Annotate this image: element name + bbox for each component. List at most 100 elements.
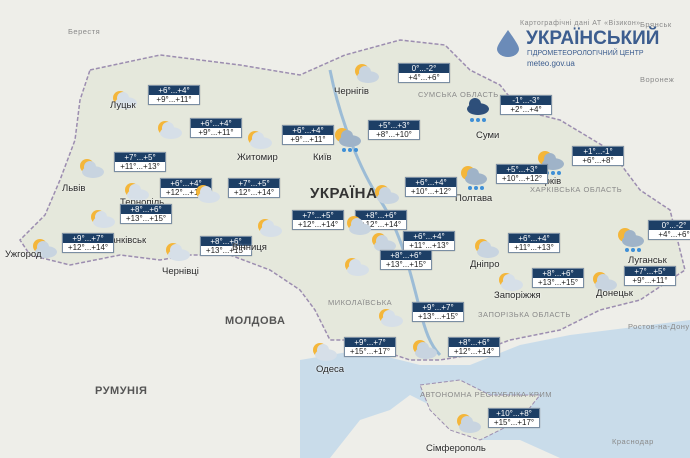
night-temp: +8°...+6° [201,237,251,246]
forecast-box: +7°...+5° +12°...+14° [228,178,280,198]
weather-icon [313,343,337,361]
night-temp: +8°...+6° [356,211,406,220]
day-temp: +10°...+12° [410,187,452,196]
subtitle: ГІДРОМЕТЕОРОЛОГІЧНИЙ ЦЕНТР [527,50,644,57]
city-name: Одеса [316,364,345,375]
night-temp: +6°...+4° [149,86,199,95]
day-temp: +13°...+15° [537,278,579,287]
city-name: Вінниця [232,242,267,253]
city-name: Сімферополь [426,443,486,454]
forecast-box: 0°...-2° +4°...+6° [398,63,450,83]
day-temp: +12°...+14° [360,220,402,229]
day-temp: +9°...+11° [198,128,234,137]
forecast-box: +5°...+3° +10°...+12° [496,164,548,184]
day-temp: +9°...+11° [632,276,668,285]
weather-icon [467,98,489,122]
day-temp: +4°...+6° [658,230,690,239]
forecast-box: +8°...+6° +13°...+15° [380,250,432,270]
day-temp: +6°...+8° [582,156,614,165]
night-temp: +7°...+5° [229,179,279,188]
night-temp: +6°...+4° [283,126,333,135]
night-temp: +5°...+3° [369,121,419,130]
forecast-box: +6°...+4° +10°...+12° [405,177,457,197]
city-name: Полтава [455,193,493,204]
city-name: Львів [62,183,86,194]
weather-icon [538,151,564,175]
forecast-box: +10°...+8° +15°...+17° [488,408,540,428]
weather-icon [125,183,149,201]
forecast-box: +6°...+4° +11°...+13° [403,231,455,251]
day-temp: +9°...+11° [156,95,192,104]
day-temp: +10°...+12° [501,174,543,183]
forecast-box: +5°...+3° +8°...+10° [368,120,420,140]
forecast-box: +6°...+4° +9°...+11° [282,125,334,145]
city-name: Чернівці [162,266,199,277]
credit: Картографічні дані АТ «Візикон» [520,20,641,27]
city-name: Донецьк [596,288,633,299]
day-temp: +2°...+4° [510,105,542,114]
night-temp: +6°...+4° [406,178,456,187]
night-temp: +10°...+8° [489,409,539,418]
weather-icon [413,340,437,359]
weather-icon [166,243,190,261]
day-temp: +15°...+17° [349,347,391,356]
night-temp: +6°...+4° [191,119,241,128]
city-name: Франківськ [98,235,147,246]
day-temp: +11°...+13° [514,243,554,252]
day-temp: +8°...+10° [376,130,412,139]
night-temp: 0°...-2° [399,64,449,73]
place-label: Краснодар [612,437,654,446]
night-temp: +7°...+5° [293,211,343,220]
weather-icon [499,273,523,291]
day-temp: +13°...+15° [205,246,247,255]
night-temp: +8°...+6° [381,251,431,260]
forecast-box: +7°...+5° +12°...+14° [292,210,344,230]
city-name: Тернопіль [120,197,165,208]
day-temp: +13°...+15° [385,260,427,269]
forecast-box: +6°...+4° +11°...+13° [508,233,560,253]
place-label: Воронеж [640,75,675,84]
forecast-box: +6°...+4° +9°...+11° [148,85,200,105]
night-temp: +6°...+4° [161,179,211,188]
weather-icon [91,210,115,228]
place-label: ХАРКІВСЬКА ОБЛАСТЬ [530,185,623,194]
forecast-box: 0°...-2° +4°...+6° [648,220,690,240]
night-temp: +9°...+7° [345,338,395,347]
forecast-box: -1°...-3° +2°...+4° [500,95,552,115]
forecast-box: +7°...+5° +9°...+11° [624,266,676,286]
city-name: Луцьк [110,100,136,111]
day-temp: +12°...+14° [67,243,109,252]
forecast-box: +9°...+7° +13°...+15° [412,302,464,322]
day-temp: +12°...+14° [233,188,275,197]
city-name: Київ [313,152,332,163]
weather-icon [113,91,137,109]
weather-icon [461,166,487,190]
weather-icon [372,233,396,252]
city-name: Дніпро [470,259,500,270]
night-temp: +8°...+6° [533,269,583,278]
weather-icon [593,272,617,291]
country-label: УКРАЇНА [310,185,378,202]
place-label: АВТОНОМНА РЕСПУБЛІКА КРИМ [420,390,553,399]
place-label: Берестя [68,27,101,36]
forecast-box: +9°...+7° +15°...+17° [344,337,396,357]
day-temp: +11°...+13° [120,162,160,171]
city-name: Чернігів [334,86,369,97]
night-temp: +7°...+5° [115,153,165,162]
night-temp: +6°...+4° [509,234,559,243]
city-name: Запоріжжя [494,290,541,301]
city-name: Луганськ [628,255,667,266]
forecast-box: +8°...+6° +13°...+15° [200,236,252,256]
sea [300,320,690,458]
night-temp: +8°...+6° [121,205,171,214]
day-temp: +11°...+13° [409,241,449,250]
country-label: РУМУНІЯ [95,385,148,397]
night-temp: +5°...+3° [497,165,547,174]
forecast-box: +9°...+7° +12°...+14° [62,233,114,253]
city-name: Суми [476,130,500,141]
forecast-box: +8°...+6° +13°...+15° [532,268,584,288]
night-temp: +1°...-1° [573,147,623,156]
weather-icon [80,159,104,178]
